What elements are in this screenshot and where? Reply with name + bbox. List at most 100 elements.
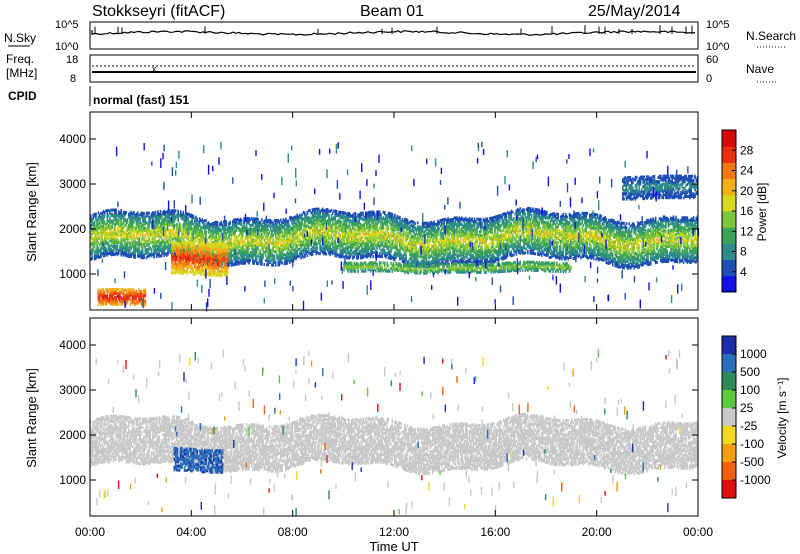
heatmap-cell xyxy=(134,227,136,231)
heatmap-cell xyxy=(353,255,356,259)
nsky-tick-bottom: 10^0 xyxy=(55,41,79,53)
heatmap-cell xyxy=(119,233,121,237)
heatmap-cell xyxy=(274,261,277,264)
heatmap-cell xyxy=(126,233,129,236)
heatmap-cell xyxy=(102,212,105,216)
heatmap-cell xyxy=(406,218,409,222)
heatmap-cell xyxy=(378,252,381,256)
heatmap-cell xyxy=(128,215,130,219)
heatmap-cell xyxy=(119,245,121,249)
heatmap-cell xyxy=(281,261,283,265)
heatmap-cell xyxy=(135,224,138,228)
heatmap-cell xyxy=(145,211,148,215)
heatmap-cell xyxy=(125,244,128,248)
heatmap-cell xyxy=(263,263,266,266)
heatmap-cell xyxy=(133,240,135,244)
heatmap-cell xyxy=(111,219,114,223)
nsky-label: N.Sky xyxy=(4,31,36,45)
heatmap-cell xyxy=(107,235,110,239)
heatmap-cell xyxy=(107,214,110,218)
heatmap-cell xyxy=(192,214,195,218)
heatmap-cell xyxy=(100,216,102,219)
heatmap-cell xyxy=(110,239,112,243)
heatmap-cell xyxy=(148,242,150,246)
heatmap-cell xyxy=(150,247,153,251)
heatmap-cell xyxy=(130,216,133,220)
heatmap-cell xyxy=(130,236,133,240)
heatmap-cell xyxy=(97,250,100,254)
heatmap-cell xyxy=(402,229,405,233)
heatmap-cell xyxy=(120,225,122,229)
heatmap-cell xyxy=(111,245,114,248)
heatmap-cell xyxy=(125,211,128,215)
heatmap-cell xyxy=(134,213,136,217)
freq-tick-top: 18 xyxy=(66,54,78,66)
heatmap-cell xyxy=(143,211,145,215)
heatmap-cell xyxy=(334,217,337,221)
heatmap-cell xyxy=(394,213,396,217)
heatmap-cell xyxy=(130,213,133,217)
station-title: Stokkseyri (fitACF) xyxy=(92,3,225,20)
heatmap-cell xyxy=(95,256,97,260)
heatmap-cell xyxy=(138,214,140,218)
heatmap-cell xyxy=(414,222,416,226)
heatmap-cell xyxy=(112,208,115,212)
heatmap-cell xyxy=(100,212,102,215)
heatmap-cell xyxy=(205,219,207,223)
heatmap-cell xyxy=(354,212,357,216)
heatmap-cell xyxy=(229,220,231,224)
heatmap-cell xyxy=(361,245,363,249)
heatmap-cell xyxy=(96,255,98,259)
heatmap-cell xyxy=(97,224,100,228)
heatmap-cell xyxy=(131,251,134,255)
heatmap-cell xyxy=(119,222,121,226)
heatmap-cell xyxy=(96,244,98,248)
heatmap-cell xyxy=(112,227,115,231)
heatmap-cell xyxy=(140,236,143,239)
heatmap-cell xyxy=(139,217,141,221)
heatmap-cell xyxy=(242,245,244,249)
heatmap-cell xyxy=(257,240,259,244)
heatmap-cell xyxy=(157,210,159,214)
heatmap-cell xyxy=(140,225,143,229)
heatmap-cell xyxy=(148,246,150,250)
heatmap-cell xyxy=(144,240,147,244)
heatmap-cell xyxy=(231,259,234,263)
heatmap-cell xyxy=(145,256,148,260)
nsky-panel: N.Sky 10^5 10^0 10^5 10^0 N.Search xyxy=(4,19,796,53)
nsearch-tick-bottom: 10^0 xyxy=(706,41,730,53)
heatmap-cell xyxy=(110,231,112,235)
heatmap-cell xyxy=(112,219,115,223)
heatmap-cell xyxy=(92,228,95,232)
heatmap-cell xyxy=(133,229,135,233)
heatmap-cell xyxy=(144,234,147,238)
heatmap-cell xyxy=(328,240,330,244)
heatmap-cell xyxy=(135,246,138,250)
heatmap-cell xyxy=(133,244,135,248)
freq-panel: Freq. [MHz] 18 8 60 0 Nave x xyxy=(6,52,777,85)
heatmap-cell xyxy=(114,238,116,242)
heatmap-cell xyxy=(98,231,101,235)
heatmap-cell xyxy=(120,240,122,244)
heatmap-cell xyxy=(115,245,117,248)
heatmap-cell xyxy=(100,249,102,253)
heatmap-cell xyxy=(139,233,141,237)
heatmap-cell xyxy=(272,234,274,237)
heatmap-cell xyxy=(114,243,116,247)
heatmap-cell xyxy=(387,225,390,229)
heatmap-cell xyxy=(306,228,309,232)
heatmap-cell xyxy=(382,225,385,229)
heatmap-cell xyxy=(95,212,97,216)
heatmap-cell xyxy=(139,227,141,231)
heatmap-cell xyxy=(125,242,128,246)
heatmap-cell xyxy=(110,208,112,212)
heatmap-cell xyxy=(143,226,145,230)
heatmap-cell xyxy=(117,239,120,243)
heatmap-cell xyxy=(140,222,143,226)
heatmap-cell xyxy=(90,257,92,261)
heatmap-cell xyxy=(268,231,271,235)
heatmap-cell xyxy=(102,209,105,213)
heatmap-cell xyxy=(140,242,143,246)
heatmap-cell xyxy=(101,242,103,246)
